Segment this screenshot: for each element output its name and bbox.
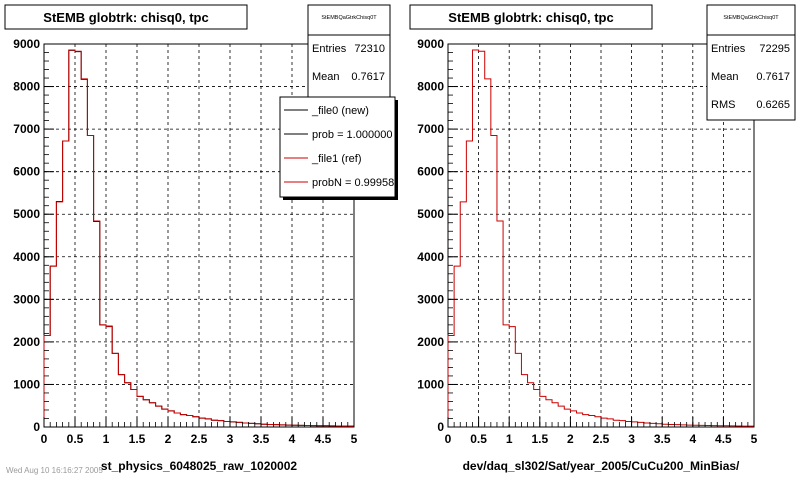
y-tick-label: 4000 bbox=[417, 250, 444, 264]
x-tick-label: 1 bbox=[103, 432, 110, 446]
y-tick-label: 6000 bbox=[13, 165, 40, 179]
x-tick-label: 0 bbox=[445, 432, 452, 446]
x-tick-label: 2 bbox=[567, 432, 574, 446]
y-tick-label: 0 bbox=[33, 420, 40, 434]
x-tick-label: 4 bbox=[689, 432, 696, 446]
y-tick-label: 5000 bbox=[417, 207, 444, 221]
y-tick-label: 0 bbox=[437, 420, 444, 434]
x-tick-label: 5 bbox=[351, 432, 358, 446]
stats-name: StEMBQaGtrkChisq0T bbox=[321, 15, 377, 21]
y-tick-label: 2000 bbox=[13, 335, 40, 349]
y-tick-label: 9000 bbox=[417, 37, 444, 51]
legend-label: _file0 (new) bbox=[311, 105, 369, 117]
stats-mean-value: 0.7617 bbox=[351, 71, 385, 83]
stats-entries-value: 72310 bbox=[354, 43, 385, 55]
title-box bbox=[409, 4, 653, 30]
x-tick-label: 4.5 bbox=[315, 432, 332, 446]
x-tick-label: 2.5 bbox=[593, 432, 610, 446]
x-tick-label: 3.5 bbox=[654, 432, 671, 446]
stats-entries-value: 72295 bbox=[759, 43, 790, 55]
y-tick-label: 1000 bbox=[13, 377, 40, 391]
chart-title: StEMB globtrk: chisq0, tpc bbox=[448, 10, 613, 25]
y-tick-label: 1000 bbox=[417, 377, 444, 391]
y-tick-label: 6000 bbox=[417, 165, 444, 179]
y-tick-label: 5000 bbox=[13, 207, 40, 221]
x-tick-label: 2 bbox=[165, 432, 172, 446]
x-tick-label: 3.5 bbox=[253, 432, 270, 446]
stats-mean-label: Mean bbox=[711, 71, 739, 83]
stats-entries-label: Entries bbox=[312, 43, 347, 55]
x-tick-label: 2.5 bbox=[191, 432, 208, 446]
stats-mean-label: Mean bbox=[312, 71, 340, 83]
stats-rms-label: RMS bbox=[711, 99, 735, 111]
y-tick-label: 3000 bbox=[13, 292, 40, 306]
footer-timestamp: Wed Aug 10 16:16:27 2005 bbox=[6, 466, 103, 475]
y-tick-label: 7000 bbox=[13, 122, 40, 136]
stats-box bbox=[706, 4, 796, 121]
stats-entries-label: Entries bbox=[711, 43, 746, 55]
x-tick-label: 5 bbox=[751, 432, 758, 446]
title-box bbox=[4, 4, 248, 30]
x-tick-label: 1.5 bbox=[129, 432, 146, 446]
y-tick-label: 9000 bbox=[13, 37, 40, 51]
x-axis-label: dev/daq_sl302/Sat/year_2005/CuCu200_MinB… bbox=[463, 459, 740, 473]
x-tick-label: 0.5 bbox=[67, 432, 84, 446]
stats-name: StEMBQaGtrkChisq0T bbox=[723, 15, 779, 21]
legend-box bbox=[279, 96, 396, 198]
x-tick-label: 3 bbox=[227, 432, 234, 446]
y-tick-label: 2000 bbox=[417, 335, 444, 349]
legend-label: _file1 (ref) bbox=[311, 153, 362, 165]
legend-label: probN = 0.999589 bbox=[312, 177, 400, 189]
x-tick-label: 4 bbox=[289, 432, 296, 446]
chart-title: StEMB globtrk: chisq0, tpc bbox=[43, 10, 208, 25]
x-tick-label: 1.5 bbox=[531, 432, 548, 446]
x-tick-label: 3 bbox=[628, 432, 635, 446]
x-axis-label: st_physics_6048025_raw_1020002 bbox=[101, 459, 297, 473]
y-tick-label: 4000 bbox=[13, 250, 40, 264]
y-tick-label: 8000 bbox=[13, 80, 40, 94]
stats-mean-value: 0.7617 bbox=[756, 71, 790, 83]
stats-rms-value: 0.6265 bbox=[756, 99, 790, 111]
x-tick-label: 1 bbox=[506, 432, 513, 446]
x-tick-label: 4.5 bbox=[715, 432, 732, 446]
legend-label: prob = 1.000000 bbox=[312, 129, 392, 141]
y-tick-label: 8000 bbox=[417, 80, 444, 94]
y-tick-label: 7000 bbox=[417, 122, 444, 136]
legend-entries: _file0 (new) prob = 1.000000 _file1 (ref) p… bbox=[284, 105, 400, 189]
y-tick-label: 3000 bbox=[417, 292, 444, 306]
x-tick-label: 0.5 bbox=[470, 432, 487, 446]
x-tick-label: 0 bbox=[41, 432, 48, 446]
